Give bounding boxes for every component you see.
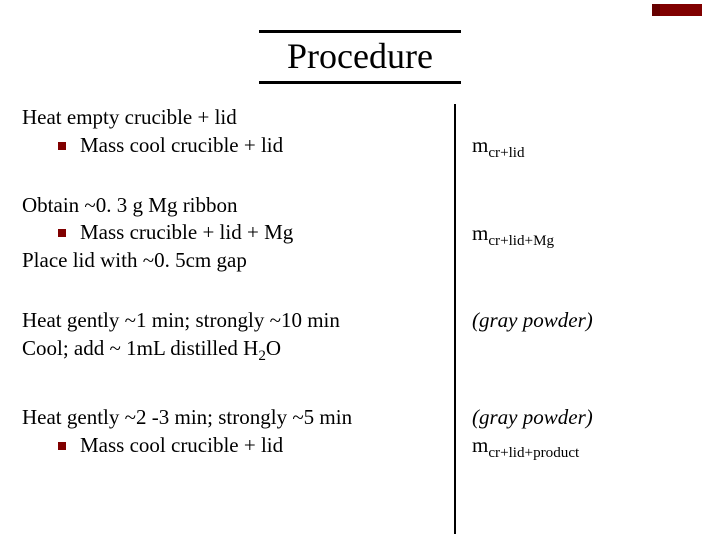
block-2: Obtain ~0. 3 g Mg ribbon Mass crucible +…: [22, 192, 692, 275]
rhs-sub: cr+lid+Mg: [488, 233, 554, 249]
rhs-sub: cr+lid+product: [488, 445, 579, 461]
rhs-m: m: [472, 221, 488, 245]
spacer: [22, 275, 692, 307]
block3-line2: Cool; add ~ 1mL distilled H2O: [22, 335, 440, 363]
block-3-right: (gray powder): [454, 307, 692, 335]
block3-line2-sub: 2: [258, 348, 266, 364]
block-4-right: (gray powder) mcr+lid+product: [454, 404, 692, 459]
content-area: Heat empty crucible + lid Mass cool cruc…: [22, 104, 692, 460]
vertical-divider: [454, 104, 456, 534]
block-1: Heat empty crucible + lid Mass cool cruc…: [22, 104, 692, 160]
block-2-left: Obtain ~0. 3 g Mg ribbon Mass crucible +…: [22, 192, 454, 275]
block4-rhs1: (gray powder): [472, 404, 692, 432]
spacer: [22, 362, 692, 394]
block4-bullet-row: Mass cool crucible + lid: [22, 432, 440, 460]
block3-line2b: O: [266, 336, 281, 360]
block-4: Heat gently ~2 -3 min; strongly ~5 min M…: [22, 404, 692, 459]
block3-line2a: Cool; add ~ 1mL distilled H: [22, 336, 258, 360]
bullet-icon: [58, 142, 66, 150]
bullet-icon: [58, 229, 66, 237]
block3-line1: Heat gently ~1 min; strongly ~10 min: [22, 307, 440, 335]
block1-line1: Heat empty crucible + lid: [22, 104, 440, 132]
page-title: Procedure: [259, 30, 461, 84]
block3-rhs: (gray powder): [472, 307, 692, 335]
block2-line2: Place lid with ~0. 5cm gap: [22, 247, 440, 275]
block-3-left: Heat gently ~1 min; strongly ~10 min Coo…: [22, 307, 454, 362]
block1-rhs: mcr+lid: [472, 132, 692, 160]
title-container: Procedure: [22, 0, 698, 84]
block-2-right: mcr+lid+Mg: [454, 192, 692, 248]
spacer: [22, 160, 692, 192]
block2-bullet-row: Mass crucible + lid + Mg: [22, 219, 440, 247]
block-4-left: Heat gently ~2 -3 min; strongly ~5 min M…: [22, 404, 454, 459]
block1-bullet-text: Mass cool crucible + lid: [80, 132, 283, 160]
block-3: Heat gently ~1 min; strongly ~10 min Coo…: [22, 307, 692, 362]
block4-line1: Heat gently ~2 -3 min; strongly ~5 min: [22, 404, 440, 432]
rhs-spacer: [472, 192, 692, 220]
bullet-icon: [58, 442, 66, 450]
rhs-spacer: [472, 104, 692, 132]
block4-rhs2: mcr+lid+product: [472, 432, 692, 460]
block2-line1: Obtain ~0. 3 g Mg ribbon: [22, 192, 440, 220]
spacer-sm: [22, 394, 692, 404]
rhs-sub: cr+lid: [488, 145, 524, 161]
block-1-left: Heat empty crucible + lid Mass cool cruc…: [22, 104, 454, 159]
block-1-right: mcr+lid: [454, 104, 692, 160]
corner-accent: [652, 4, 702, 16]
block1-bullet-row: Mass cool crucible + lid: [22, 132, 440, 160]
block4-bullet-text: Mass cool crucible + lid: [80, 432, 283, 460]
rhs-m: m: [472, 433, 488, 457]
block2-rhs: mcr+lid+Mg: [472, 220, 692, 248]
block2-bullet-text: Mass crucible + lid + Mg: [80, 219, 293, 247]
rhs-m: m: [472, 133, 488, 157]
